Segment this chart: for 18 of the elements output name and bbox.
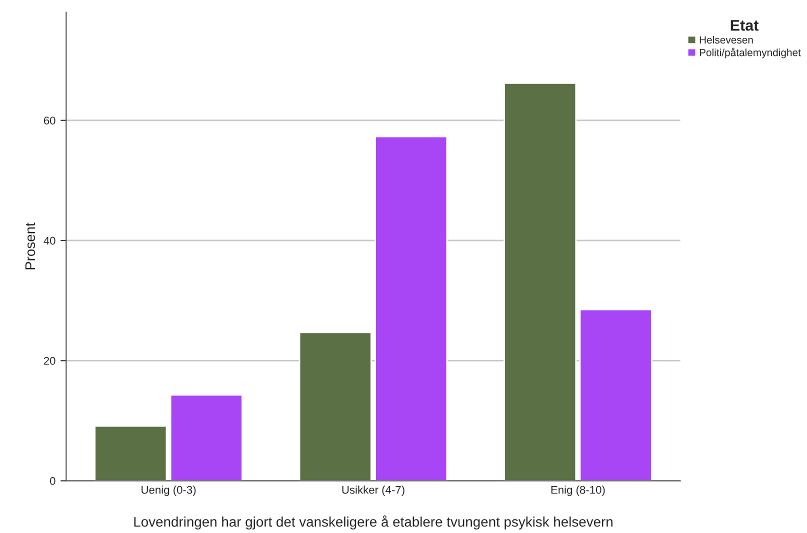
legend-label: Helsevesen [700,36,753,44]
x-tick-label: Uenig (0-3) [142,486,196,496]
y-tick-label: 20 [44,356,56,365]
y-tick-label: 0 [50,477,56,485]
bar [94,425,168,481]
bar [504,82,577,481]
bar [579,308,652,481]
y-tick-label: 60 [44,116,56,125]
x-tick-label: Enig (8-10) [551,486,605,496]
bar [374,136,448,481]
x-axis-title: Lovendringen har gjort det vanskeligere å etablere tvungent psykisk helsevern [134,515,612,530]
legend-title: Etat [730,20,759,31]
bar [170,394,243,481]
y-tick-label: 40 [44,236,56,245]
legend-label: Politi/påtalemyndighet [700,48,801,58]
y-axis-title: Prosent [25,222,36,270]
bar [298,332,372,481]
x-tick-label: Usikker (4-7) [342,486,404,496]
